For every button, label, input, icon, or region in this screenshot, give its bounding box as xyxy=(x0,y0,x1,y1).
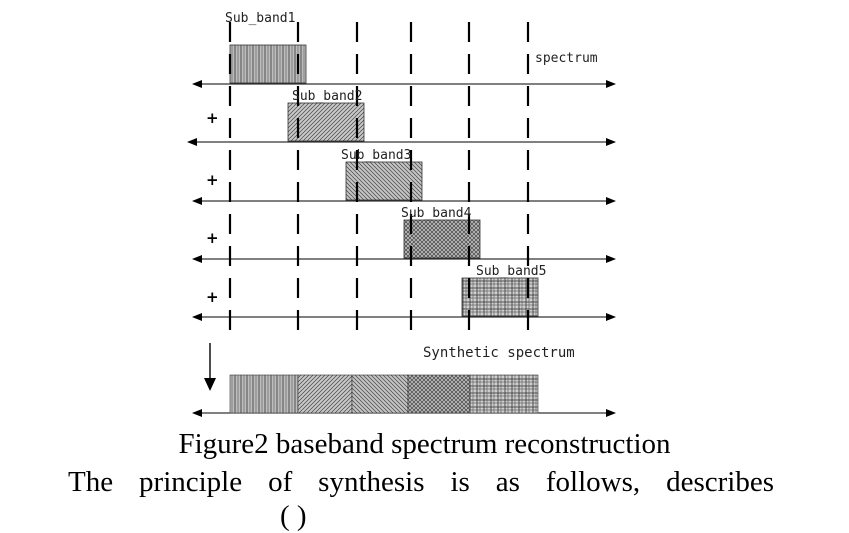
sub-band-3-label: Sub_band3 xyxy=(341,148,411,163)
plus-sign-row-4: + xyxy=(206,229,219,247)
synthetic-segment-1 xyxy=(229,374,299,414)
sub-band-4-block xyxy=(403,219,481,259)
plus-sign-row-3: + xyxy=(206,171,219,189)
sub-band-4-label: Sub_band4 xyxy=(401,206,472,221)
axes xyxy=(187,80,616,417)
sub-band-3-block xyxy=(345,161,423,201)
sub-band-5-label: Sub_band5 xyxy=(476,264,546,279)
body-text-line: The principle of synthesis is as follows… xyxy=(68,466,774,498)
synthetic-segment-5 xyxy=(469,374,539,414)
boundary-lines xyxy=(228,22,530,330)
synthetic-segment-2 xyxy=(297,374,353,414)
sub-band-5-block xyxy=(461,277,539,317)
sub-band-1-label: Sub_band1 xyxy=(225,11,295,26)
figure-caption: Figure2 baseband spectrum reconstruction xyxy=(178,428,671,460)
synthetic-segment-4 xyxy=(407,374,471,414)
plus-sign-row-5: + xyxy=(206,288,219,306)
synthetic-spectrum-label: Synthetic spectrum xyxy=(423,345,575,361)
sub-band-2-block xyxy=(287,102,365,142)
synthetic-segment-3 xyxy=(351,374,409,414)
sub-band-2-label: Sub_band2 xyxy=(292,89,362,104)
spectrum-diagram: Sub_band1 Sub_band2 Sub_band3 Sub_band4 … xyxy=(187,11,616,417)
spectrum-label: spectrum xyxy=(535,51,598,66)
partial-text-line: ( ) xyxy=(280,500,307,532)
synthetic-spectrum-block xyxy=(229,374,539,414)
plus-sign-row-2: + xyxy=(206,109,219,127)
sub-band-blocks xyxy=(229,44,539,317)
sub-band-1-block xyxy=(229,44,307,84)
down-arrow-icon xyxy=(204,343,216,391)
